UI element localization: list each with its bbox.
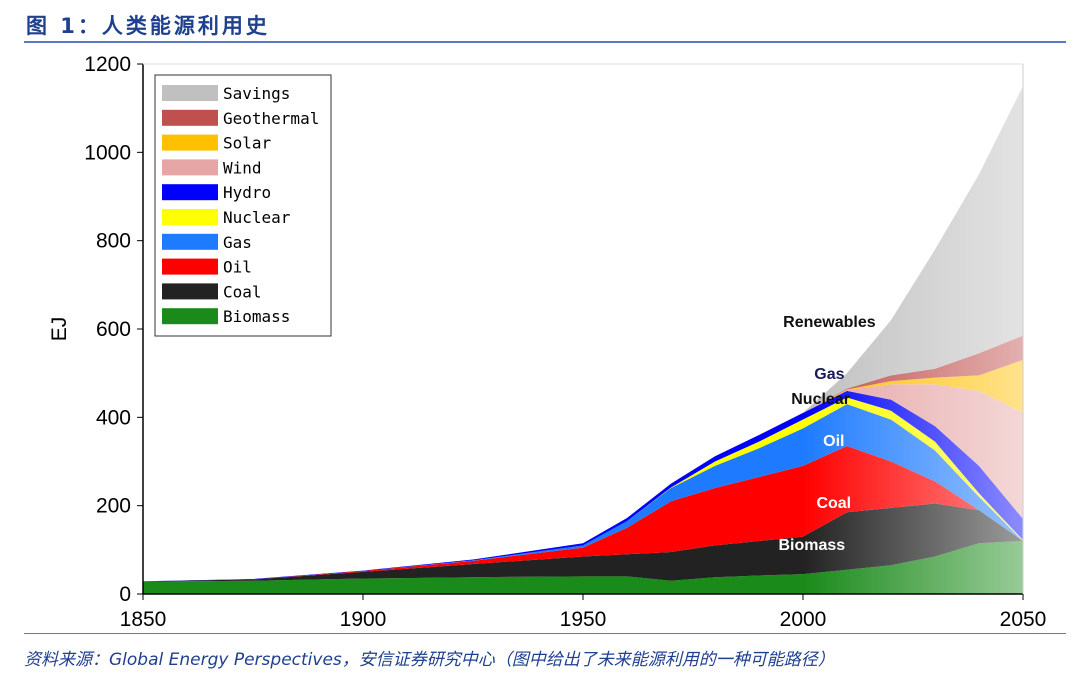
legend-swatch-geothermal	[162, 109, 218, 126]
y-axis-label: EJ	[48, 317, 71, 342]
legend-label-nuclear: Nuclear	[223, 208, 291, 227]
legend-swatch-gas	[162, 233, 218, 250]
legend-swatch-hydro	[162, 184, 218, 201]
y-tick-label: 1200	[84, 53, 131, 76]
x-tick-label: 1950	[560, 608, 607, 631]
x-tick-label: 1900	[340, 608, 387, 631]
legend-swatch-oil	[162, 258, 218, 275]
legend-swatch-solar	[162, 134, 218, 151]
legend-label-savings: Savings	[223, 84, 290, 103]
y-tick-label: 200	[96, 495, 131, 518]
annotation-oil: Oil	[823, 433, 844, 450]
y-tick-label: 400	[96, 406, 131, 429]
legend-label-coal: Coal	[223, 282, 262, 301]
annotation-nuclear: Nuclear	[791, 391, 850, 408]
legend-swatch-biomass	[162, 308, 218, 325]
legend-swatch-savings	[162, 85, 218, 101]
area-hydro	[143, 390, 1023, 582]
x-tick-label: 1850	[120, 608, 167, 631]
legend-label-gas: Gas	[223, 233, 252, 252]
legend-label-solar: Solar	[223, 134, 272, 153]
legend-swatch-wind	[162, 159, 218, 176]
y-tick-label: 800	[96, 230, 131, 253]
y-tick-label: 0	[119, 583, 131, 606]
annotation-renewables: Renewables	[783, 314, 876, 331]
annotation-biomass: Biomass	[778, 537, 845, 554]
figure-title: 图 1：人类能源利用史	[26, 14, 270, 38]
source-divider	[24, 633, 1066, 634]
y-tick-label: 600	[96, 318, 131, 341]
y-tick-label: 1000	[84, 141, 131, 164]
x-tick-label: 2000	[780, 608, 827, 631]
legend-label-oil: Oil	[223, 258, 252, 277]
legend-swatch-nuclear	[162, 209, 218, 225]
legend-label-hydro: Hydro	[223, 183, 271, 202]
annotation-coal: Coal	[816, 495, 851, 512]
source-note: 资料来源：Global Energy Perspectives，安信证券研究中心…	[24, 650, 835, 670]
legend-label-wind: Wind	[223, 158, 262, 177]
legend-label-biomass: Biomass	[223, 307, 290, 326]
annotation-gas: Gas	[814, 366, 844, 383]
future-fade-overlay	[803, 64, 1023, 594]
legend-label-geothermal: Geothermal	[223, 109, 319, 128]
title-divider	[24, 41, 1066, 43]
legend-swatch-coal	[162, 283, 218, 300]
x-tick-label: 2050	[1000, 608, 1047, 631]
